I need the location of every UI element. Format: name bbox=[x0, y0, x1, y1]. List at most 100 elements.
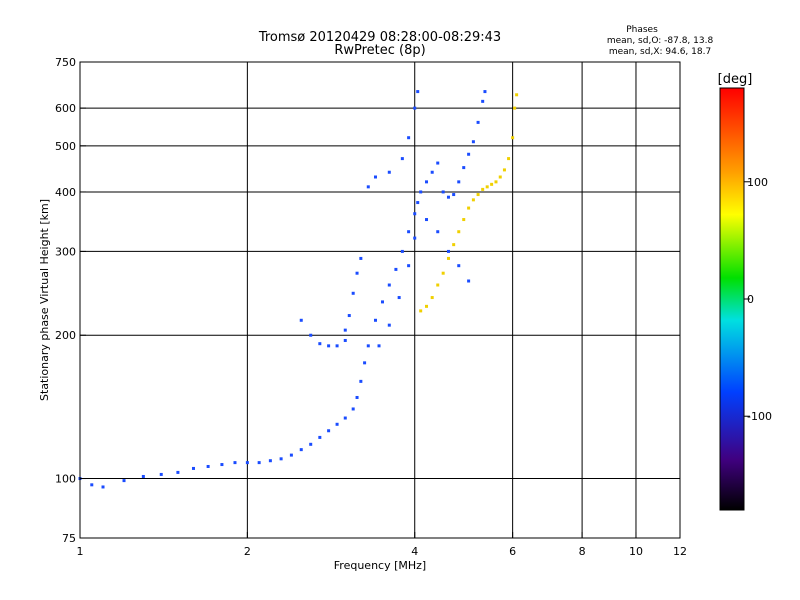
o-mode-point bbox=[122, 479, 126, 483]
colorbar-tick-label: 100 bbox=[747, 176, 768, 189]
y-tick-label: 200 bbox=[55, 329, 76, 342]
legend-line-o: mean, sd,O: -87.8, 13.8 bbox=[607, 36, 714, 46]
x-mode-point bbox=[490, 182, 494, 186]
o-mode-point bbox=[343, 338, 347, 342]
o-mode-point bbox=[441, 190, 445, 194]
chart-title: Tromsø 20120429 08:28:00-08:29:43 bbox=[258, 30, 501, 45]
x-mode-point bbox=[446, 256, 450, 260]
x-tick-label: 10 bbox=[629, 545, 643, 558]
x-mode-point bbox=[515, 93, 519, 97]
o-mode-point bbox=[436, 161, 440, 165]
o-mode-point bbox=[419, 190, 423, 194]
o-mode-point bbox=[355, 271, 359, 275]
o-mode-point bbox=[430, 170, 434, 174]
o-mode-point bbox=[397, 296, 401, 300]
o-mode-point bbox=[471, 140, 475, 144]
o-mode-point bbox=[481, 99, 485, 103]
y-axis-label: Stationary phase Virtual Height [km] bbox=[38, 199, 51, 401]
o-mode-point bbox=[366, 344, 370, 348]
y-axis-ticks: 75 100 200 300 400 500 600 750 bbox=[55, 56, 86, 545]
o-mode-point bbox=[366, 185, 370, 189]
o-mode-point bbox=[467, 279, 471, 283]
o-mode-point bbox=[462, 166, 466, 170]
x-mode-point bbox=[425, 304, 429, 308]
o-mode-point bbox=[413, 106, 417, 110]
x-mode-point bbox=[494, 180, 498, 184]
y-tick-label: 75 bbox=[62, 532, 76, 545]
o-mode-point bbox=[335, 422, 339, 426]
o-mode-point bbox=[351, 291, 355, 295]
o-mode-point bbox=[373, 318, 377, 322]
o-mode-point bbox=[407, 230, 411, 234]
x-tick-label: 4 bbox=[411, 545, 418, 558]
o-mode-point bbox=[245, 461, 249, 465]
x-tick-label: 2 bbox=[244, 545, 251, 558]
o-mode-point bbox=[289, 453, 293, 457]
o-mode-point bbox=[233, 461, 237, 465]
o-mode-point bbox=[394, 267, 398, 271]
o-mode-point bbox=[413, 236, 417, 240]
o-mode-point bbox=[377, 344, 381, 348]
o-mode-point bbox=[309, 333, 313, 337]
o-mode-point bbox=[176, 470, 180, 474]
colorbar-tick-label: 0 bbox=[747, 293, 754, 306]
x-mode-point bbox=[513, 106, 517, 110]
o-mode-point bbox=[268, 459, 272, 463]
x-mode-point bbox=[452, 243, 456, 247]
o-mode-point bbox=[257, 461, 261, 465]
x-tick-label: 12 bbox=[673, 545, 687, 558]
o-mode-point bbox=[359, 256, 363, 260]
legend-title: Phases bbox=[626, 25, 658, 35]
y-tick-label: 400 bbox=[55, 186, 76, 199]
x-mode-point bbox=[481, 187, 485, 191]
x-tick-label: 6 bbox=[509, 545, 516, 558]
x-mode-point bbox=[441, 271, 445, 275]
x-mode-point bbox=[502, 168, 506, 172]
grid-lines bbox=[80, 62, 680, 538]
o-mode-point bbox=[380, 300, 384, 304]
o-mode-point bbox=[407, 264, 411, 268]
o-mode-point bbox=[457, 264, 461, 268]
x-tick-label: 8 bbox=[579, 545, 586, 558]
o-mode-point bbox=[483, 90, 487, 94]
o-mode-point bbox=[141, 474, 145, 478]
o-mode-point bbox=[101, 485, 105, 489]
o-mode-point bbox=[359, 379, 363, 383]
chart-subtitle: RwPretec (8p) bbox=[334, 43, 425, 58]
o-mode-point bbox=[457, 180, 461, 184]
o-mode-point bbox=[220, 463, 224, 467]
o-mode-point bbox=[159, 472, 163, 476]
o-mode-point bbox=[299, 448, 303, 452]
data-points bbox=[78, 90, 519, 489]
x-mode-point bbox=[507, 157, 511, 161]
o-mode-point bbox=[400, 157, 404, 161]
x-tick-label: 1 bbox=[77, 545, 84, 558]
x-axis-ticks: 1 2 4 6 8 10 12 bbox=[77, 532, 687, 558]
o-mode-point bbox=[416, 90, 420, 94]
y-tick-label: 100 bbox=[55, 473, 76, 486]
legend-line-x: mean, sd,X: 94.6, 18.7 bbox=[609, 47, 711, 57]
o-mode-point bbox=[318, 435, 322, 439]
x-mode-point bbox=[476, 193, 480, 197]
colorbar bbox=[719, 87, 745, 511]
o-mode-point bbox=[476, 120, 480, 124]
o-mode-point bbox=[436, 230, 440, 234]
o-mode-point bbox=[413, 212, 417, 216]
o-mode-point bbox=[327, 344, 331, 348]
o-mode-point bbox=[400, 249, 404, 253]
o-mode-point bbox=[467, 152, 471, 156]
x-mode-point bbox=[419, 309, 423, 313]
o-mode-point bbox=[407, 136, 411, 140]
o-mode-point bbox=[90, 483, 94, 487]
x-axis-label: Frequency [MHz] bbox=[334, 559, 426, 572]
o-mode-point bbox=[446, 249, 450, 253]
x-mode-point bbox=[485, 185, 489, 189]
y-tick-label: 750 bbox=[55, 56, 76, 69]
x-mode-point bbox=[498, 175, 502, 179]
x-mode-point bbox=[430, 296, 434, 300]
o-mode-point bbox=[327, 429, 331, 433]
x-mode-point bbox=[462, 218, 466, 222]
o-mode-point bbox=[343, 328, 347, 332]
o-mode-point bbox=[299, 318, 303, 322]
